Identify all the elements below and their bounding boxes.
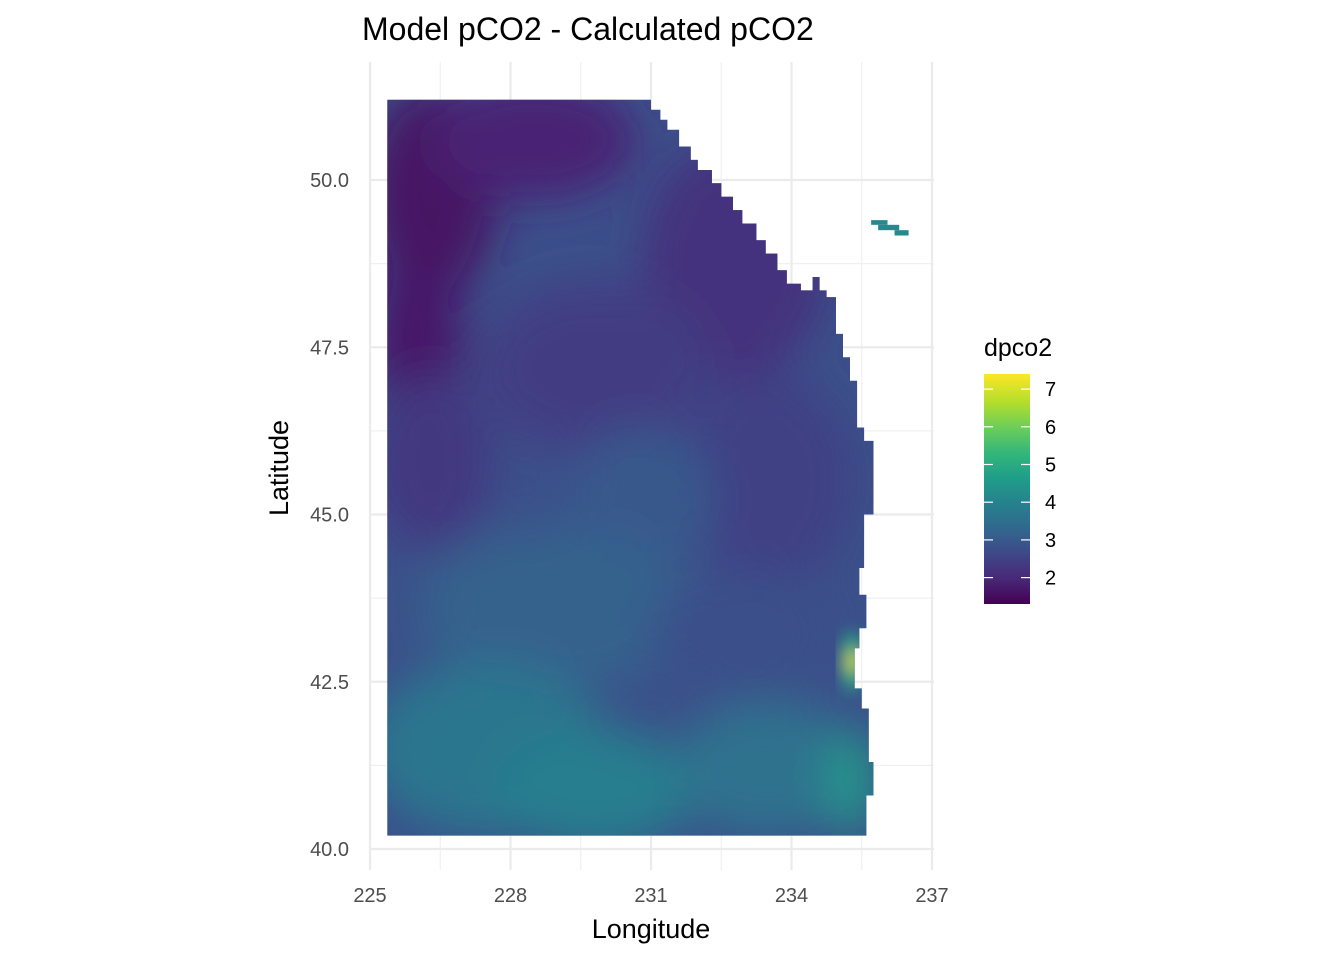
legend-tick-label: 4 [1045,492,1056,514]
y-tick-label: 47.5 [310,337,349,359]
legend-tick-label: 5 [1045,454,1056,476]
legend-ticks: 2 3 4 5 6 7 [984,379,1056,590]
field-region [416,527,698,689]
field-region [491,728,698,836]
legend: dpco2 2 3 4 5 6 7 [984,334,1056,604]
legend-tick-label: 6 [1045,417,1056,439]
x-tick-label: 237 [915,885,948,907]
y-tick-label: 42.5 [310,672,349,694]
x-tick-label: 225 [353,885,386,907]
legend-colorbar [984,374,1030,604]
field-region [651,568,839,702]
legend-tick-label: 2 [1045,568,1056,590]
chart-title: Model pCO2 - Calculated pCO2 [362,11,814,47]
coastal-hotspot-core [846,651,859,672]
y-axis-label: Latitude [264,420,294,516]
y-tick-label: 50.0 [310,170,349,192]
field-region [683,374,853,589]
legend-title: dpco2 [984,334,1052,362]
heatmap-field [387,99,874,836]
field-region [430,99,637,201]
y-tick-label: 40.0 [310,839,349,861]
field-region [674,701,862,836]
isolated-patch-cell [894,230,909,236]
isolated-patch-cell [878,224,900,231]
legend-tick-label: 3 [1045,530,1056,552]
x-tick-label: 228 [494,885,527,907]
field-region [387,374,492,548]
x-tick-label: 234 [775,885,808,907]
axis-ticks: 225 228 231 234 237 40.0 42.5 45.0 47.5 50.0 [310,170,949,907]
y-tick-label: 45.0 [310,505,349,527]
isolated-patch-cell [871,220,888,225]
isolated-patch [871,220,909,236]
field-region [477,280,712,455]
x-axis-label: Longitude [592,914,711,944]
x-tick-label: 231 [634,885,667,907]
legend-tick-label: 7 [1045,379,1056,401]
field-region [828,728,874,836]
